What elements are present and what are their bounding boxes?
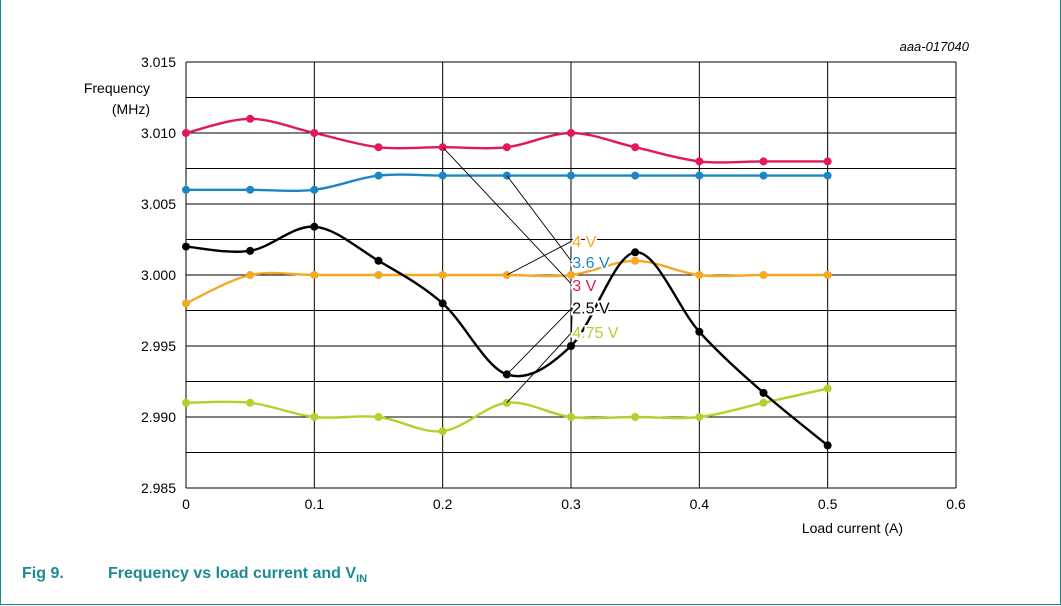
annotation-label: 4 V — [572, 234, 596, 251]
series-3V — [182, 114, 832, 166]
caption-title: Frequency vs load current and V — [108, 565, 357, 582]
data-point-4_75V — [310, 413, 319, 421]
data-point-3_6V — [823, 171, 832, 180]
series-4_75V — [182, 384, 832, 436]
data-point-4_75V — [823, 384, 832, 393]
data-point-3_6V — [374, 171, 383, 180]
y-tick-label: 3.000 — [141, 267, 176, 283]
caption-title-subscript: IN — [356, 573, 368, 585]
data-point-4V — [567, 271, 575, 279]
data-point-4V — [182, 299, 190, 308]
x-tick-label: 0 — [182, 496, 190, 512]
x-axis-label: Load current (A) — [802, 520, 903, 536]
y-axis-label-line1: Frequency — [84, 80, 150, 96]
series-group — [182, 114, 832, 450]
data-point-4V — [438, 271, 447, 279]
data-point-2_5V — [246, 246, 255, 255]
data-point-2_5V — [310, 222, 319, 231]
data-point-3V — [374, 143, 383, 152]
data-point-2_5V — [759, 388, 768, 397]
x-tick-label: 0.6 — [946, 496, 966, 512]
annotation-label: 3 V — [572, 278, 596, 295]
annotation-label: 3.6 V — [572, 255, 610, 272]
data-point-3V — [631, 143, 640, 152]
annotation-leader — [506, 175, 573, 263]
y-axis-label-line2: (MHz) — [112, 101, 150, 117]
series-line-3V — [185, 117, 828, 164]
frequency-chart: 4 V3.6 V3 V2.5 V4.75 V 0 0.1 0.2 0.3 0.4 0.5 0… — [84, 39, 970, 536]
data-point-4_75V — [374, 413, 383, 421]
data-point-2_5V — [374, 256, 383, 265]
data-point-2_5V — [631, 248, 640, 257]
series-line-4_75V — [185, 387, 828, 433]
data-point-3_6V — [246, 185, 255, 194]
y-tick-label: 2.995 — [141, 338, 176, 354]
y-tick-label: 2.985 — [141, 480, 176, 496]
data-point-3_6V — [759, 171, 768, 180]
data-point-3_6V — [310, 185, 319, 194]
annotation-leader — [442, 146, 573, 286]
data-point-3_6V — [182, 185, 190, 194]
y-tick-label: 2.990 — [141, 409, 176, 425]
annotation-label: 2.5 V — [572, 301, 610, 318]
data-point-3_6V — [438, 171, 447, 180]
series-line-2_5V — [185, 225, 829, 447]
data-point-3V — [246, 114, 255, 123]
data-point-3V — [310, 129, 319, 137]
data-point-3V — [759, 157, 768, 166]
axes: 0 0.1 0.2 0.3 0.4 0.5 0.6 2.985 2.990 2.995 3.000 3… — [141, 54, 966, 512]
data-point-4V — [631, 256, 640, 265]
data-point-4V — [823, 271, 832, 279]
data-point-3V — [567, 129, 575, 137]
data-point-2_5V — [438, 299, 447, 308]
x-tick-label: 0.1 — [305, 496, 325, 512]
annotation-leader — [570, 307, 573, 347]
caption-fig-number: Fig 9. — [22, 565, 64, 582]
series-4V — [182, 256, 832, 308]
data-point-4_75V — [246, 398, 255, 407]
data-point-4V — [246, 271, 255, 279]
annotation-label: 4.75 V — [572, 325, 619, 342]
data-point-3_6V — [631, 171, 640, 180]
data-point-3V — [695, 157, 704, 166]
series-line-4V — [185, 259, 828, 305]
data-point-2_5V — [182, 242, 190, 251]
x-tick-label: 0.5 — [818, 496, 838, 512]
data-point-4_75V — [631, 413, 640, 421]
data-point-4V — [759, 271, 768, 279]
annotation-leader — [506, 240, 573, 276]
data-point-2_5V — [695, 327, 704, 336]
data-point-2_5V — [823, 441, 832, 450]
y-tick-label: 3.015 — [141, 54, 176, 70]
x-tick-label: 0.2 — [433, 496, 453, 512]
figure-caption: Fig 9. Frequency vs load current and VIN — [22, 565, 367, 585]
annotation-leader — [506, 307, 573, 375]
figure-id: aaa-017040 — [900, 39, 970, 54]
data-point-3V — [182, 129, 190, 137]
annotation-leader — [506, 331, 573, 404]
x-tick-label: 0.4 — [690, 496, 710, 512]
x-tick-label: 0.3 — [561, 496, 581, 512]
data-point-3V — [823, 157, 832, 166]
data-point-4V — [374, 271, 383, 279]
data-point-4_75V — [695, 413, 704, 421]
y-tick-label: 3.010 — [141, 125, 176, 141]
data-point-4_75V — [567, 413, 575, 421]
data-point-3_6V — [567, 171, 575, 180]
series-3_6V — [182, 171, 832, 194]
data-point-4_75V — [438, 427, 447, 436]
annotations: 4 V 3.6 V 3 V 2.5 V 4.75 V — [442, 146, 621, 404]
y-tick-label: 3.005 — [141, 196, 176, 212]
data-point-4_75V — [182, 398, 190, 407]
data-point-3V — [502, 143, 511, 152]
data-point-4_75V — [759, 398, 768, 407]
data-point-3_6V — [695, 171, 704, 180]
data-point-4V — [310, 271, 319, 279]
series-2_5V — [182, 222, 832, 450]
data-point-4V — [695, 271, 704, 279]
